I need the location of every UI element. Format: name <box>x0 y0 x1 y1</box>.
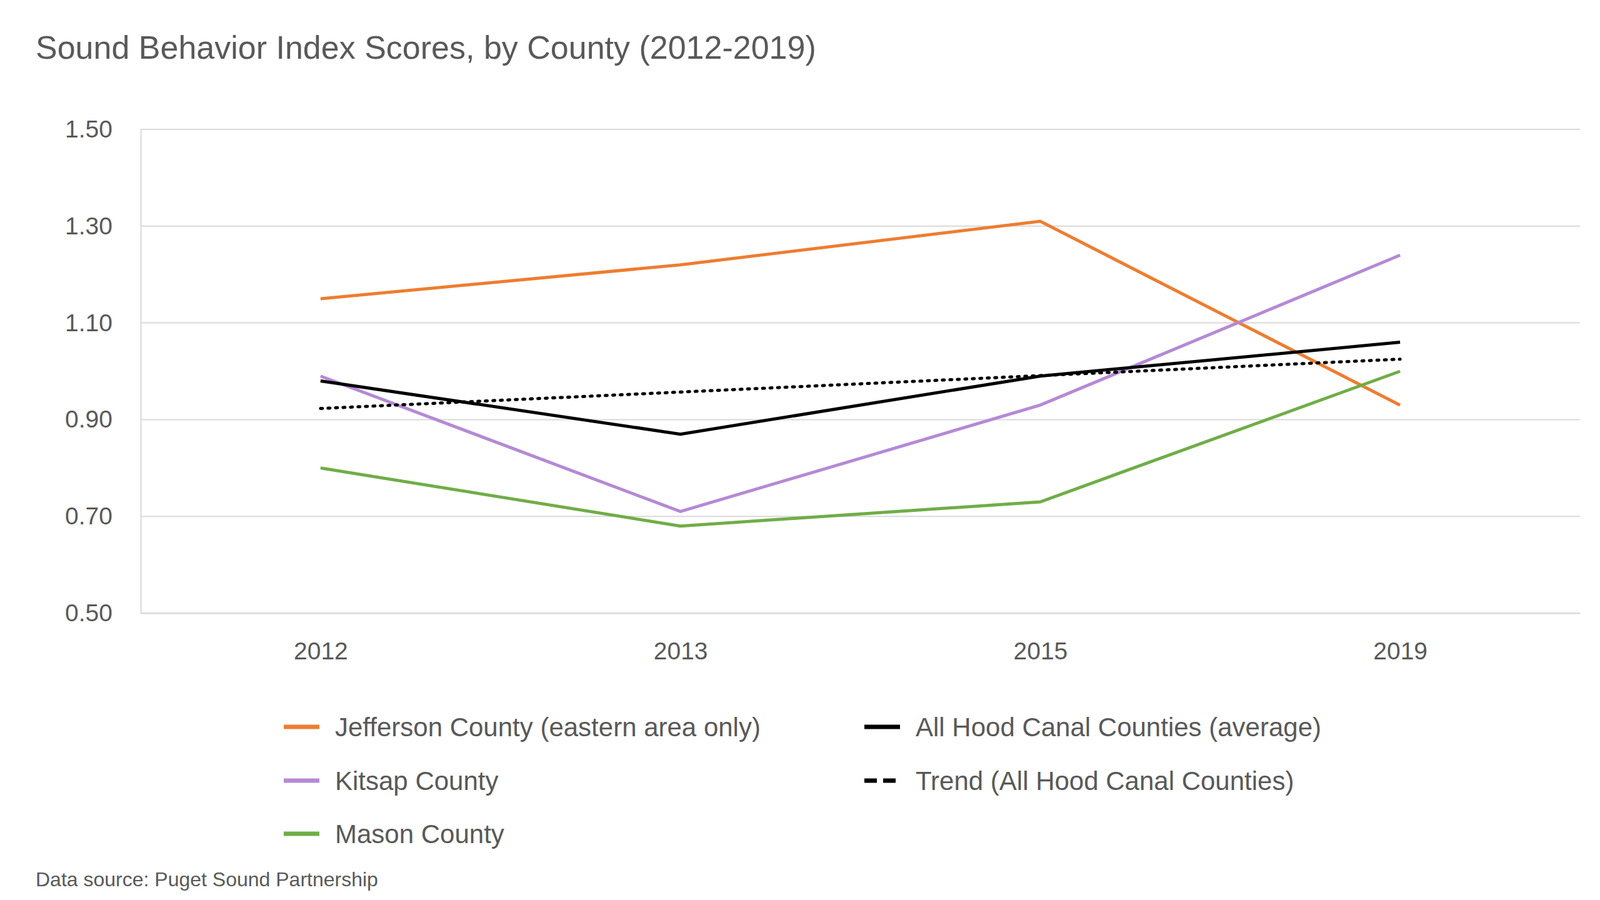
y-tick-label: 1.10 <box>65 309 113 337</box>
y-tick: 0.90 <box>65 405 141 433</box>
legend-swatch <box>283 725 320 730</box>
y-tick-label: 1.50 <box>65 115 113 143</box>
legend-item: Trend (All Hood Canal Counties) <box>864 766 1294 796</box>
x-tick-label: 2012 <box>293 637 349 665</box>
y-tick: 0.50 <box>65 599 141 627</box>
y-axis: 0.50 0.70 0.90 1.10 1.30 1.50 <box>65 115 141 627</box>
series-line <box>320 255 1400 512</box>
legend-item: All Hood Canal Counties (average) <box>864 712 1322 742</box>
lines <box>320 221 1400 527</box>
legend-label: Mason County <box>335 819 505 849</box>
x-tick-label: 2019 <box>1373 637 1428 665</box>
x-tick: 2013 <box>653 613 709 665</box>
grid-line <box>140 128 1580 130</box>
y-tick: 1.30 <box>65 212 141 240</box>
y-tick: 1.10 <box>65 309 141 337</box>
x-tick: 2019 <box>1373 613 1428 665</box>
grid-line <box>140 225 1580 227</box>
grid-line <box>140 612 1580 614</box>
y-tick: 0.70 <box>65 502 141 530</box>
legend-label: All Hood Canal Counties (average) <box>915 712 1322 742</box>
legend-swatch <box>283 778 320 784</box>
grid-line <box>140 418 1580 420</box>
series-line <box>320 342 1400 435</box>
legend-item: Mason County <box>283 819 505 849</box>
y-tick-label: 0.70 <box>65 502 113 530</box>
legend-item: Kitsap County <box>283 766 499 796</box>
legend-label: Trend (All Hood Canal Counties) <box>915 766 1294 796</box>
y-tick: 1.50 <box>65 115 141 143</box>
grid-line <box>140 515 1580 517</box>
x-axis: 2012 2013 2015 2019 <box>141 613 1581 665</box>
grid-line <box>140 322 1580 324</box>
series-line <box>320 371 1400 527</box>
y-tick-label: 1.30 <box>65 212 113 240</box>
legend-label: Kitsap County <box>335 766 499 796</box>
x-tick: 2012 <box>293 613 349 665</box>
legend-swatch <box>864 778 900 784</box>
legend-label: Jefferson County (eastern area only) <box>335 712 761 742</box>
legend-swatch <box>864 725 900 730</box>
y-tick-label: 0.90 <box>65 405 113 433</box>
legend: Jefferson County (eastern area only) Kits… <box>283 712 1322 849</box>
x-tick-label: 2015 <box>1013 637 1068 665</box>
chart: Sound Behavior Index Scores, by County (… <box>0 0 1600 900</box>
title: Sound Behavior Index Scores, by County (… <box>35 29 817 66</box>
legend-item: Jefferson County (eastern area only) <box>283 712 761 742</box>
x-tick-label: 2013 <box>653 637 709 665</box>
source: Data source: Puget Sound Partnership <box>35 868 379 891</box>
series-line <box>320 359 1400 409</box>
grid <box>140 129 1580 614</box>
series-line <box>320 221 1400 405</box>
y-axis-line <box>140 130 142 614</box>
x-axis-line <box>141 613 1581 615</box>
legend-swatch <box>283 831 320 837</box>
y-tick-label: 0.50 <box>65 599 113 627</box>
x-tick: 2015 <box>1013 613 1068 665</box>
